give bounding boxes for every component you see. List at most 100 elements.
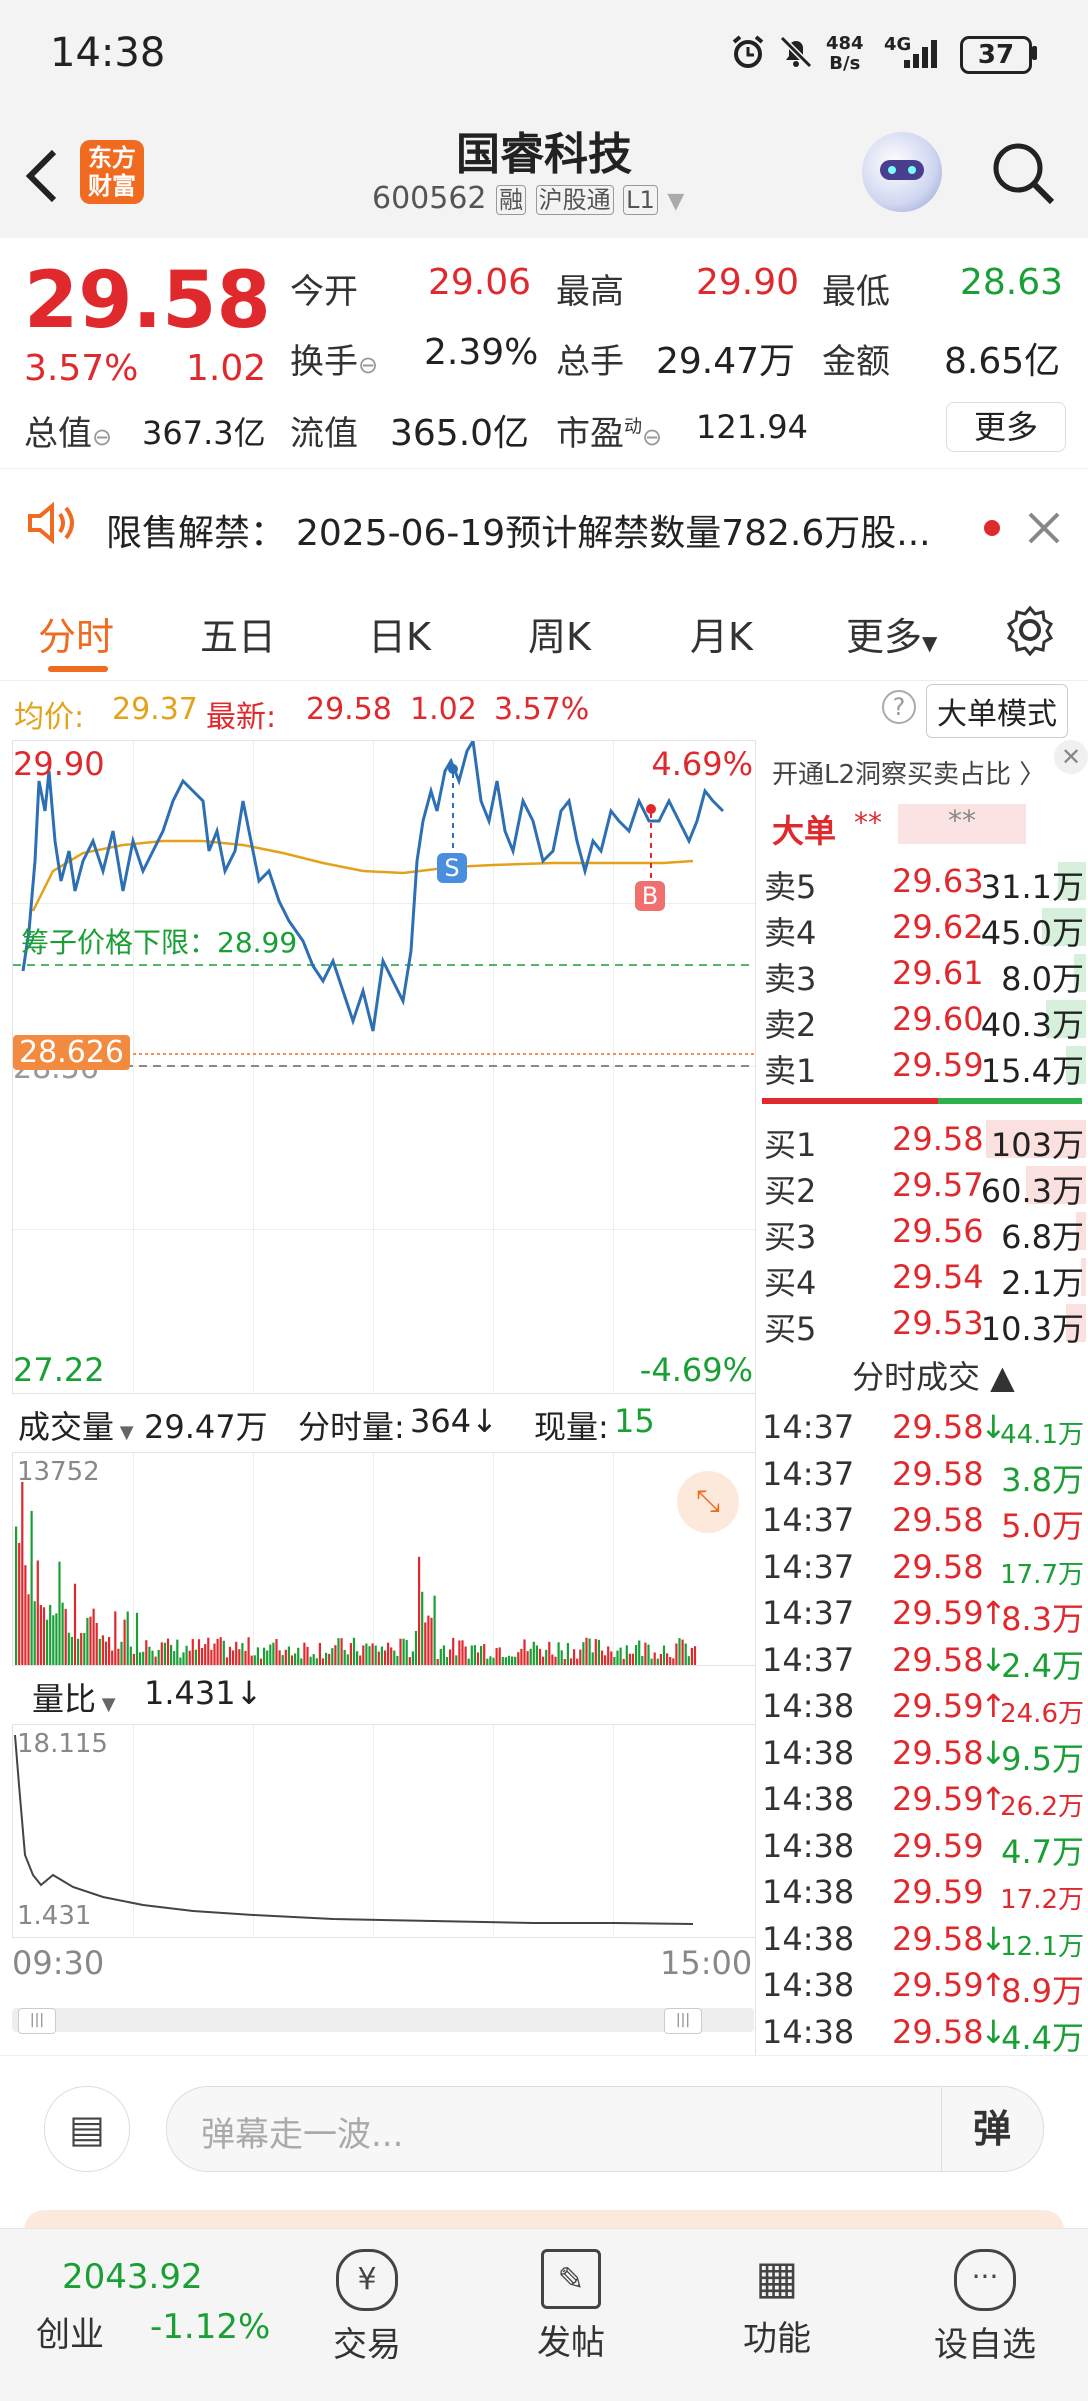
close-icon[interactable]: ✕ [1054,740,1088,774]
volume-bar [507,1655,511,1665]
close-icon[interactable] [1026,510,1062,546]
bid-price: 29.53 [892,1304,984,1342]
tab-more[interactable]: 更多▼ [846,606,937,661]
volume-bar [563,1658,566,1665]
info-icon[interactable]: ⊖ [642,423,663,451]
volume-bar [349,1643,352,1665]
big-order-mode-button[interactable]: 大单模式 [926,684,1068,738]
volume-bar [228,1646,232,1665]
tick-row: 14:37 29.58 3.8万 [756,1451,1088,1499]
turnover-value: 2.39% [424,332,539,373]
volume-bar [18,1542,21,1665]
tab-intraday[interactable]: 分时 [38,615,115,659]
scroll-handle-right[interactable]: ||| [664,2008,702,2034]
ask-row: 卖4 29.62 45.0万 [756,904,1088,952]
back-icon[interactable] [22,146,62,206]
status-time: 14:38 [50,30,166,76]
network-type: 4G [884,34,912,55]
turnover-label: 换手⊖ [290,334,378,383]
tick-time: 14:37 [762,1547,855,1586]
tick-row: 14:37 29.58 5.0万 [756,1497,1088,1545]
cur-volume-value: 15 [614,1402,655,1440]
l2-upgrade-link[interactable]: 开通L2洞察买卖占比 〉 [772,760,1046,790]
tab-five-day[interactable]: 五日 [200,615,277,659]
volume-bar [573,1649,576,1665]
expand-icon[interactable]: ⤡ [677,1471,739,1533]
robot-avatar-icon[interactable] [862,132,942,212]
time-scrollbar[interactable]: ||| ||| [12,2008,754,2034]
bid-volume: 10.3万 [980,1310,1084,1348]
ask-row: 卖5 29.63 31.1万 [756,858,1088,906]
volume-selector[interactable]: 成交量 ▼ [18,1402,134,1448]
tick-volume: 2.4万 [1001,1646,1084,1685]
volume-bar [126,1611,129,1665]
latest-change: 1.02 [410,692,477,727]
fs-volume-label: 分时量: [298,1408,405,1446]
tab-week-k[interactable]: 周K [528,615,591,659]
volume-chart[interactable]: 13752 ⤡ [12,1452,756,1666]
help-icon[interactable]: ? [882,690,916,724]
nav-watchlist[interactable]: ··· 设自选 [910,2249,1060,2366]
tick-volume: 4.4万 [1001,2018,1084,2057]
ask-label: 卖2 [764,1006,817,1044]
volume-bar [95,1622,98,1665]
panel-divider [755,740,756,2055]
tick-arrow: ↓ [980,2012,1007,2051]
volume-bar [117,1648,120,1665]
volume-bar [396,1655,399,1665]
bid-volume-bar [1066,1304,1086,1342]
volume-bar [176,1639,179,1665]
tab-day-k[interactable]: 日K [368,615,431,659]
tab-month-k[interactable]: 月K [690,615,753,659]
intraday-price-chart[interactable]: S B 29.90 4.69% 27.22 -4.69% 28.56 28.62… [12,740,756,1394]
tick-arrow: ↓ [980,1408,1007,1446]
avg-value: 29.37 [112,692,198,727]
volume-bar [532,1641,535,1665]
notice-bar[interactable]: 限售解禁： 2025-06-19预计解禁数量782.6万股... [0,470,1088,590]
info-icon[interactable]: ⊖ [358,351,379,379]
volume-bar [408,1657,411,1665]
period-tabs: 分时 五日 日K 周K 月K 更多▼ [0,580,1088,681]
danmu-toggle[interactable]: 弹 [941,2087,1042,2171]
volume-ratio-chart[interactable]: 18.115 1.431 [12,1724,756,1938]
ask-volume: 40.3万 [980,1006,1084,1044]
nav-trade[interactable]: ¥ 交易 [292,2249,442,2366]
volume-bar [188,1650,191,1665]
gear-icon[interactable] [1004,604,1056,656]
comment-input[interactable]: 弹幕走一波... 弹 [166,2086,1044,2172]
volume-bar [263,1647,266,1665]
search-icon[interactable] [988,138,1058,208]
battery-level: 37 [977,40,1015,70]
tick-row: 14:38 29.59 ↑ 26.2万 [756,1776,1088,1822]
volume-bar [616,1650,619,1665]
volume-bar [343,1649,346,1665]
volume-bar [148,1646,151,1665]
volume-bar [213,1643,216,1665]
nav-post-label: 发帖 [537,2323,605,2363]
big-order-stars: ** [854,806,882,839]
tick-volume: 12.1万 [1000,1931,1084,1962]
volume-bar [58,1561,61,1665]
more-button[interactable]: 更多 [946,402,1066,452]
ratio-selector[interactable]: 量比 ▼ [32,1674,116,1720]
ticks-title[interactable]: 分时成交 ▲ [852,1358,1015,1396]
eastmoney-logo[interactable]: 东方 财富 [80,140,144,204]
tick-price: 29.59 [892,1687,984,1725]
volume-bar [644,1642,647,1665]
chevron-down-icon[interactable]: ▼ [667,189,685,214]
buy-marker[interactable]: B [635,881,665,911]
bid-volume: 2.1万 [1001,1264,1084,1302]
volume-bar [272,1642,275,1665]
volume-bar [253,1655,256,1665]
nav-trade-label: 交易 [333,2325,401,2365]
info-icon[interactable]: ⊖ [92,423,113,451]
status-bar: 14:38 484 B/s 4G 37 [0,0,1088,110]
nav-post[interactable]: ✎ 发帖 [496,2249,646,2364]
volume-bar [111,1650,114,1665]
tick-row: 14:38 29.58 ↓ 4.4万 [756,2009,1088,2057]
nav-function[interactable]: ▦ 功能 [702,2249,852,2360]
notes-icon[interactable]: ▤ [44,2086,130,2172]
volume-bar [80,1633,83,1665]
sell-marker[interactable]: S [437,853,467,883]
scroll-handle-left[interactable]: ||| [18,2008,56,2034]
